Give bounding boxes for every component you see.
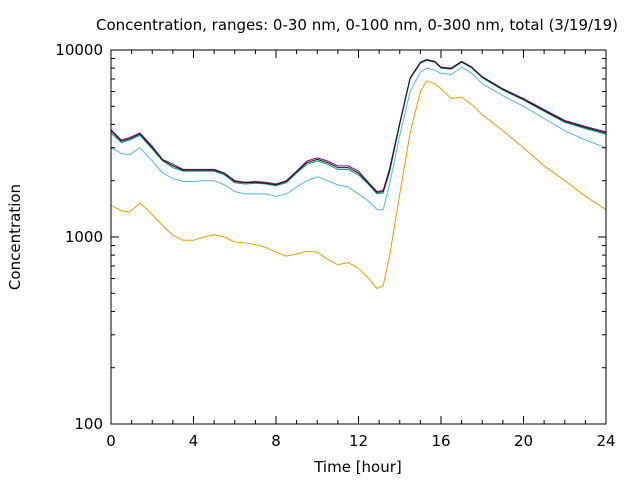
x-tick-label: 4 [189,432,199,450]
axis-layer: 0 4 8 12 16 20 24 100 1000 10000 [55,41,615,450]
series-line-4 [110,59,607,193]
series-line-2 [110,59,607,195]
x-tick-label: 24 [596,432,615,450]
x-axis-label: Time [hour] [313,458,402,476]
series-line-3 [110,59,607,193]
x-tick-label: 12 [349,432,368,450]
series-layer [110,59,607,290]
y-tick-label: 1000 [65,228,103,246]
x-tick-label: 0 [106,432,116,450]
x-tick-label: 20 [514,432,533,450]
y-axis-label: Concentration [6,184,24,290]
series-line-0 [110,80,607,290]
y-tick-label: 100 [74,415,103,433]
x-tick-label: 16 [431,432,450,450]
y-tick-label: 10000 [55,41,103,59]
x-tick-label: 8 [271,432,281,450]
chart-title: Concentration, ranges: 0-30 nm, 0-100 nm… [96,16,618,34]
series-line-1 [110,66,607,211]
plot-frame [110,49,607,425]
